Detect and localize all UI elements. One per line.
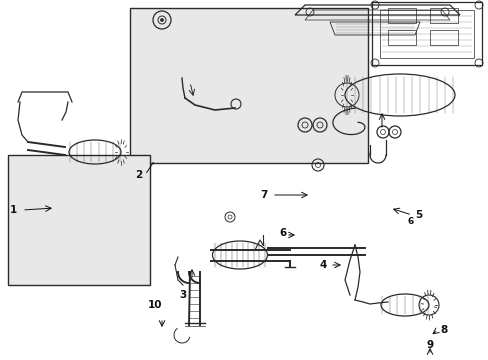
Text: 3: 3 xyxy=(179,290,186,300)
Bar xyxy=(429,30,457,45)
Text: 1: 1 xyxy=(10,205,17,215)
Text: 2: 2 xyxy=(135,170,142,180)
Text: 5: 5 xyxy=(414,210,421,220)
Bar xyxy=(8,155,150,285)
Bar xyxy=(429,8,457,23)
Text: 9: 9 xyxy=(426,340,433,350)
Text: 6: 6 xyxy=(279,228,286,238)
Circle shape xyxy=(160,18,163,22)
Bar xyxy=(130,8,367,163)
Text: 7: 7 xyxy=(260,190,267,200)
Text: 6: 6 xyxy=(407,217,413,226)
Bar xyxy=(387,30,415,45)
Bar xyxy=(387,8,415,23)
Text: 10: 10 xyxy=(147,300,162,310)
Text: 4: 4 xyxy=(319,260,326,270)
Text: 8: 8 xyxy=(439,325,447,335)
